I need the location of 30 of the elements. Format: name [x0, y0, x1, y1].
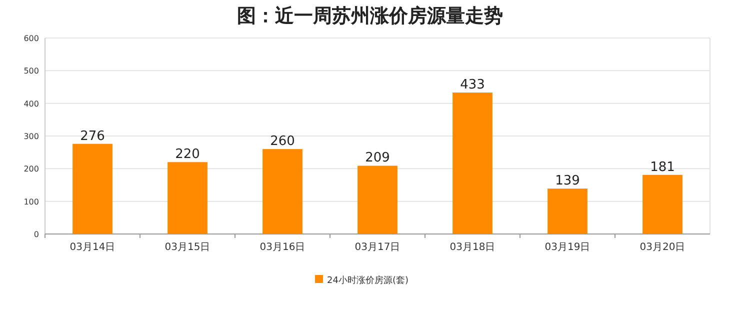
legend-label: 24小时涨价房源(套)	[327, 275, 408, 286]
data-label: 276	[80, 128, 105, 144]
bar	[168, 162, 208, 234]
bar	[358, 166, 398, 234]
y-tick-label: 200	[24, 164, 39, 174]
x-tick-label: 03月17日	[354, 242, 400, 253]
bar	[262, 149, 302, 234]
bar	[452, 92, 492, 234]
y-tick-label: 100	[24, 197, 39, 206]
y-tick-label: 600	[24, 34, 39, 43]
x-tick-label: 03月20日	[640, 242, 686, 253]
data-label: 139	[555, 174, 580, 189]
chart-title: 图：近一周苏州涨价房源量走势	[237, 5, 503, 27]
x-tick-label: 03月15日	[164, 242, 210, 253]
data-label: 220	[175, 147, 200, 162]
y-tick-label: 500	[24, 66, 39, 76]
bar	[548, 188, 588, 234]
x-tick-label: 03月16日	[260, 242, 306, 253]
bar	[72, 144, 112, 234]
data-label: 181	[650, 160, 675, 175]
data-label: 433	[460, 78, 485, 93]
y-tick-label: 300	[24, 132, 39, 141]
y-tick-label: 400	[24, 99, 39, 108]
x-tick-label: 03月19日	[544, 242, 590, 253]
data-label: 260	[270, 134, 295, 150]
x-tick-label: 03月18日	[450, 242, 496, 253]
y-tick-label: 0	[34, 230, 39, 239]
data-label: 209	[365, 150, 390, 166]
bar	[642, 174, 682, 234]
x-tick-label: 03月14日	[70, 242, 116, 253]
